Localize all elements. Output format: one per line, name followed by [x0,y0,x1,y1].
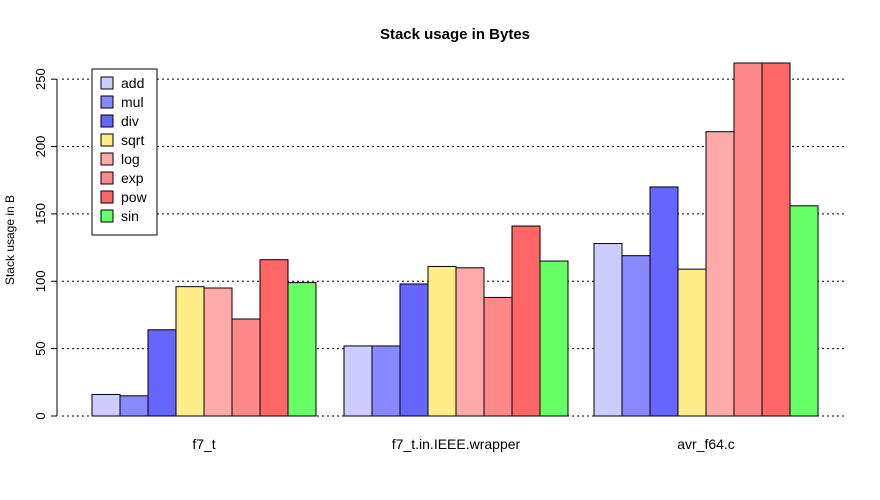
bar-pow-0 [259,259,289,417]
bar-div-2 [649,186,679,417]
legend-swatch-pow [100,190,114,204]
legend-label-exp: exp [121,170,144,186]
bar-div-1 [399,283,429,417]
legend-label-pow: pow [121,189,148,205]
bar-log-1 [455,267,485,417]
bar-div-0 [147,329,177,417]
bar-add-0 [91,393,121,417]
bar-exp-0 [231,318,261,417]
y-tick-label: 50 [33,341,48,355]
legend-label-add: add [121,75,144,91]
legend-swatch-add [100,76,114,90]
x-category-label: f7_t [192,436,215,452]
x-category-label: avr_f64.c [677,436,735,452]
legend-swatch-mul [100,95,114,109]
legend-swatch-sqrt [100,133,114,147]
y-axis-label: Stack usage in B [3,195,17,285]
y-tick-label: 200 [33,136,48,158]
legend-label-sin: sin [121,208,139,224]
bar-add-1 [343,345,373,417]
y-tick-label: 0 [33,412,48,419]
bar-sin-1 [539,260,569,417]
bars [91,62,819,417]
x-category-label: f7_t.in.IEEE.wrapper [392,436,521,452]
bar-exp-1 [483,296,513,417]
bar-mul-1 [371,345,401,417]
legend-swatch-sin [100,209,114,223]
bar-sqrt-2 [677,268,707,417]
bar-exp-2 [733,62,763,417]
y-tick-label: 250 [33,68,48,90]
bar-mul-0 [119,395,149,417]
bar-pow-2 [761,62,791,417]
bar-sin-2 [789,205,819,417]
legend: add mul div sqrt log exp pow sin [91,68,158,236]
legend-swatch-div [100,114,114,128]
y-tick-label: 150 [33,203,48,225]
bar-sin-0 [287,282,317,417]
chart-title: Stack usage in Bytes [380,26,530,43]
bar-add-2 [593,243,623,417]
y-axis: 0 50 100 150 200 250 [33,68,58,420]
bar-log-2 [705,131,735,417]
legend-swatch-exp [100,171,114,185]
legend-swatch-log [100,152,114,166]
bar-pow-1 [511,225,541,417]
bar-mul-2 [621,255,651,417]
legend-label-div: div [121,113,139,129]
legend-label-sqrt: sqrt [121,132,144,148]
y-tick-label: 100 [33,270,48,292]
x-axis-categories: f7_t f7_t.in.IEEE.wrapper avr_f64.c [192,436,734,452]
bar-sqrt-1 [427,265,457,417]
legend-label-log: log [121,151,140,167]
legend-label-mul: mul [121,94,144,110]
bar-sqrt-0 [175,286,205,417]
bar-log-0 [203,287,233,417]
